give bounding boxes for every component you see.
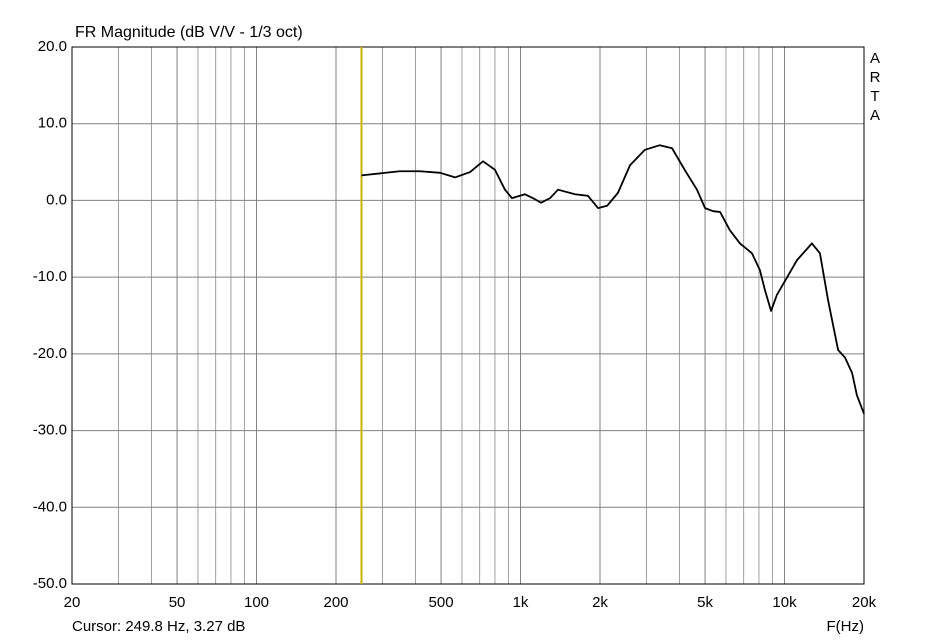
plot-frame [71,46,865,585]
y-tick-label: -40.0 [33,498,67,515]
x-tick-label: 5k [697,594,713,611]
x-tick-label: 10k [772,594,797,611]
x-tick-label: 100 [244,594,269,611]
x-tick-label: 20 [64,594,81,611]
y-tick-label: -50.0 [33,575,67,592]
x-tick-label: 50 [169,594,186,611]
x-tick-label: 2k [592,594,608,611]
x-axis-label: F(Hz) [827,618,865,635]
response-curve [361,144,865,415]
y-tick-label: 0.0 [46,191,67,208]
x-tick-label: 20k [852,594,877,611]
y-tick-label: 10.0 [38,115,67,132]
y-tick-label: -10.0 [33,268,67,285]
x-tick-label: 1k [513,594,529,611]
cursor-readout: Cursor: 249.8 Hz, 3.27 dB [72,618,245,635]
side-label: ARTA [867,50,884,126]
chart-title: FR Magnitude (dB V/V - 1/3 oct) [75,24,303,41]
x-tick-label: 200 [323,594,348,611]
y-tick-label: -20.0 [33,345,67,362]
x-tick-label: 500 [429,594,454,611]
y-tick-label: -30.0 [33,422,67,439]
y-tick-label: 20.0 [38,38,67,55]
